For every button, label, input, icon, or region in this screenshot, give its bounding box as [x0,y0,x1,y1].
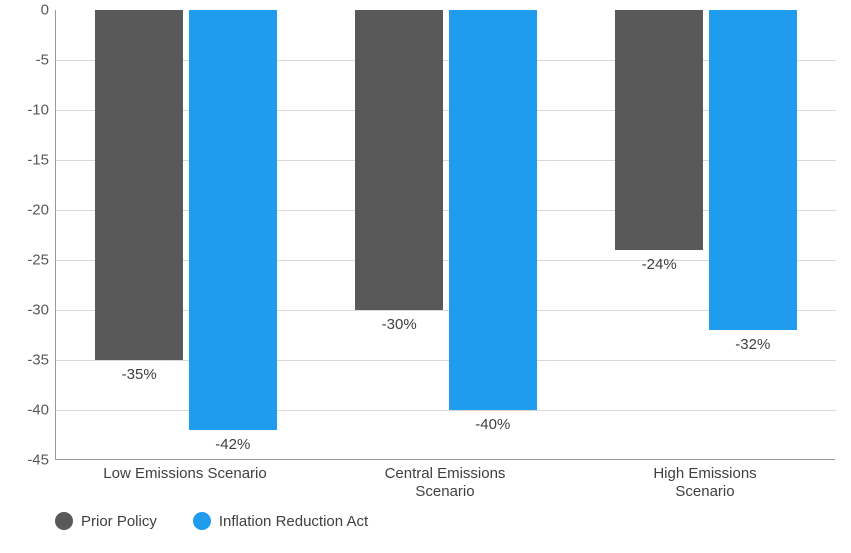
legend-item: Prior Policy [55,512,157,530]
y-tick-label: -30 [9,302,49,319]
x-category-label: Low Emissions Scenario [103,465,266,483]
y-tick-label: -10 [9,102,49,119]
bar-inflation-reduction-act [189,10,277,430]
bar-value-label: -42% [215,436,250,453]
y-tick-label: -5 [9,52,49,69]
bar-inflation-reduction-act [709,10,797,330]
emissions-bar-chart: -35% -42% -30% -40% -24% -32% [55,10,835,460]
bar-inflation-reduction-act [449,10,537,410]
bar-prior-policy [95,10,183,360]
legend-label: Inflation Reduction Act [219,513,368,530]
chart-legend: Prior Policy Inflation Reduction Act [55,512,396,530]
bar-value-label: -32% [735,336,770,353]
legend-label: Prior Policy [81,513,157,530]
legend-swatch [55,512,73,530]
y-tick-label: -20 [9,202,49,219]
y-tick-label: 0 [9,2,49,19]
y-tick-label: -45 [9,452,49,469]
legend-swatch [193,512,211,530]
y-tick-label: -35 [9,352,49,369]
plot-area: -35% -42% -30% -40% -24% -32% [55,10,835,460]
x-category-label: High Emissions Scenario [632,465,778,501]
bar-value-label: -24% [642,256,677,273]
legend-item: Inflation Reduction Act [193,512,368,530]
gridline [56,410,836,411]
gridline [56,360,836,361]
y-tick-label: -25 [9,252,49,269]
bar-prior-policy [355,10,443,310]
bar-value-label: -30% [382,316,417,333]
bar-prior-policy [615,10,703,250]
x-category-label: Central EmissionsScenario [385,465,506,501]
bar-value-label: -40% [475,416,510,433]
y-tick-label: -40 [9,402,49,419]
bar-value-label: -35% [122,366,157,383]
y-tick-label: -15 [9,152,49,169]
